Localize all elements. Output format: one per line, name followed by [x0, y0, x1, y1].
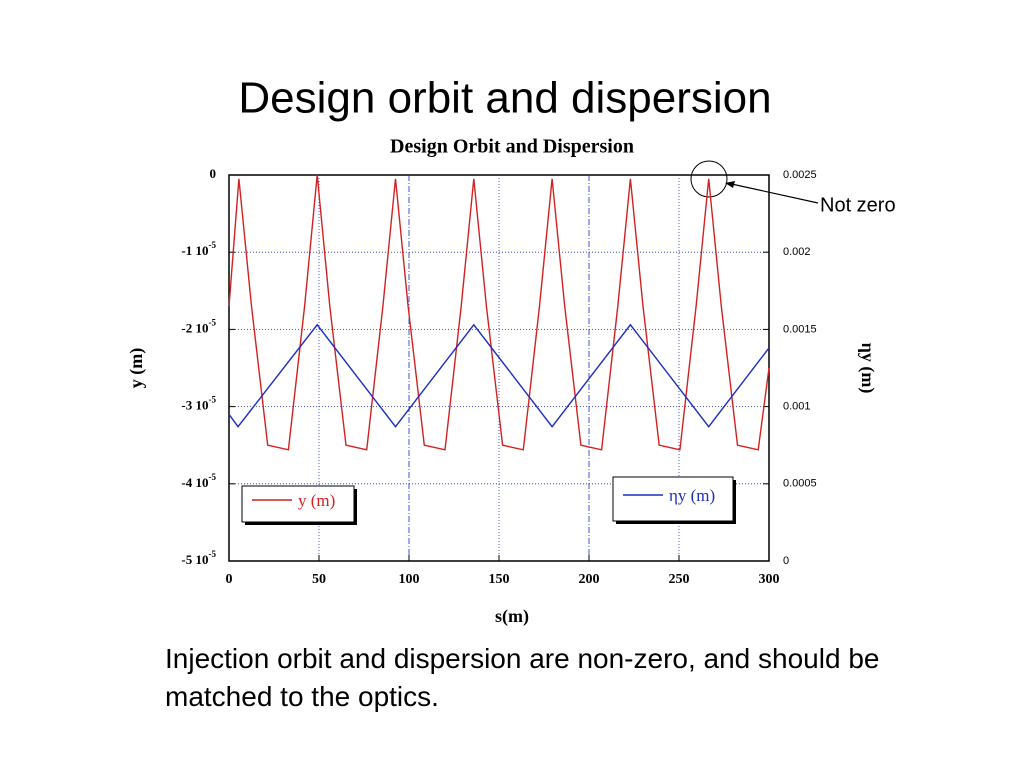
x-tick-label: 50	[312, 572, 326, 587]
annotation: Not zero	[820, 194, 896, 216]
y2-tick-label: 0.001	[783, 401, 811, 413]
x-tick-label: 250	[669, 572, 690, 587]
body-text: Injection orbit and dispersion are non-z…	[165, 643, 880, 712]
legend-box	[241, 485, 355, 523]
y-tick-label: -3 10-5	[181, 395, 216, 413]
y2-axis-label: ηy (m)	[857, 343, 878, 394]
y-tick-label: -5 10-5	[181, 549, 216, 567]
y-axis-label: y (m)	[126, 348, 147, 388]
legend-label: ηy (m)	[669, 486, 715, 505]
chart-title: Design Orbit and Dispersion	[390, 136, 634, 158]
x-tick-label: 0	[226, 572, 233, 587]
y-tick-label: -1 10-5	[181, 240, 216, 258]
x-tick-label: 200	[579, 572, 600, 587]
x-tick-label: 300	[759, 572, 780, 587]
highlight-circle	[690, 160, 728, 198]
chart: Design orbit and dispersion Design Orbit…	[126, 74, 896, 628]
y2-tick-label: 0.0015	[783, 323, 817, 335]
x-tick-label: 100	[399, 572, 420, 587]
y2-tick-label: 0	[783, 555, 789, 567]
series-line	[228, 323, 770, 428]
annotation-arrow	[726, 182, 819, 204]
series-line	[228, 174, 770, 451]
slide-title: Design orbit and dispersion	[238, 74, 771, 123]
x-axis-label: s(m)	[495, 606, 529, 627]
y2-tick-label: 0.0025	[783, 169, 817, 181]
y-tick-label: -4 10-5	[181, 472, 216, 490]
y-tick-label: 0	[210, 166, 217, 181]
legend-label: y (m)	[298, 491, 335, 510]
arrow-head	[725, 181, 735, 188]
y-tick-label: -2 10-5	[181, 317, 216, 335]
legend-box	[612, 476, 734, 522]
x-tick-label: 150	[489, 572, 510, 587]
y2-tick-label: 0.002	[783, 246, 811, 258]
y2-tick-label: 0.0005	[783, 478, 817, 490]
